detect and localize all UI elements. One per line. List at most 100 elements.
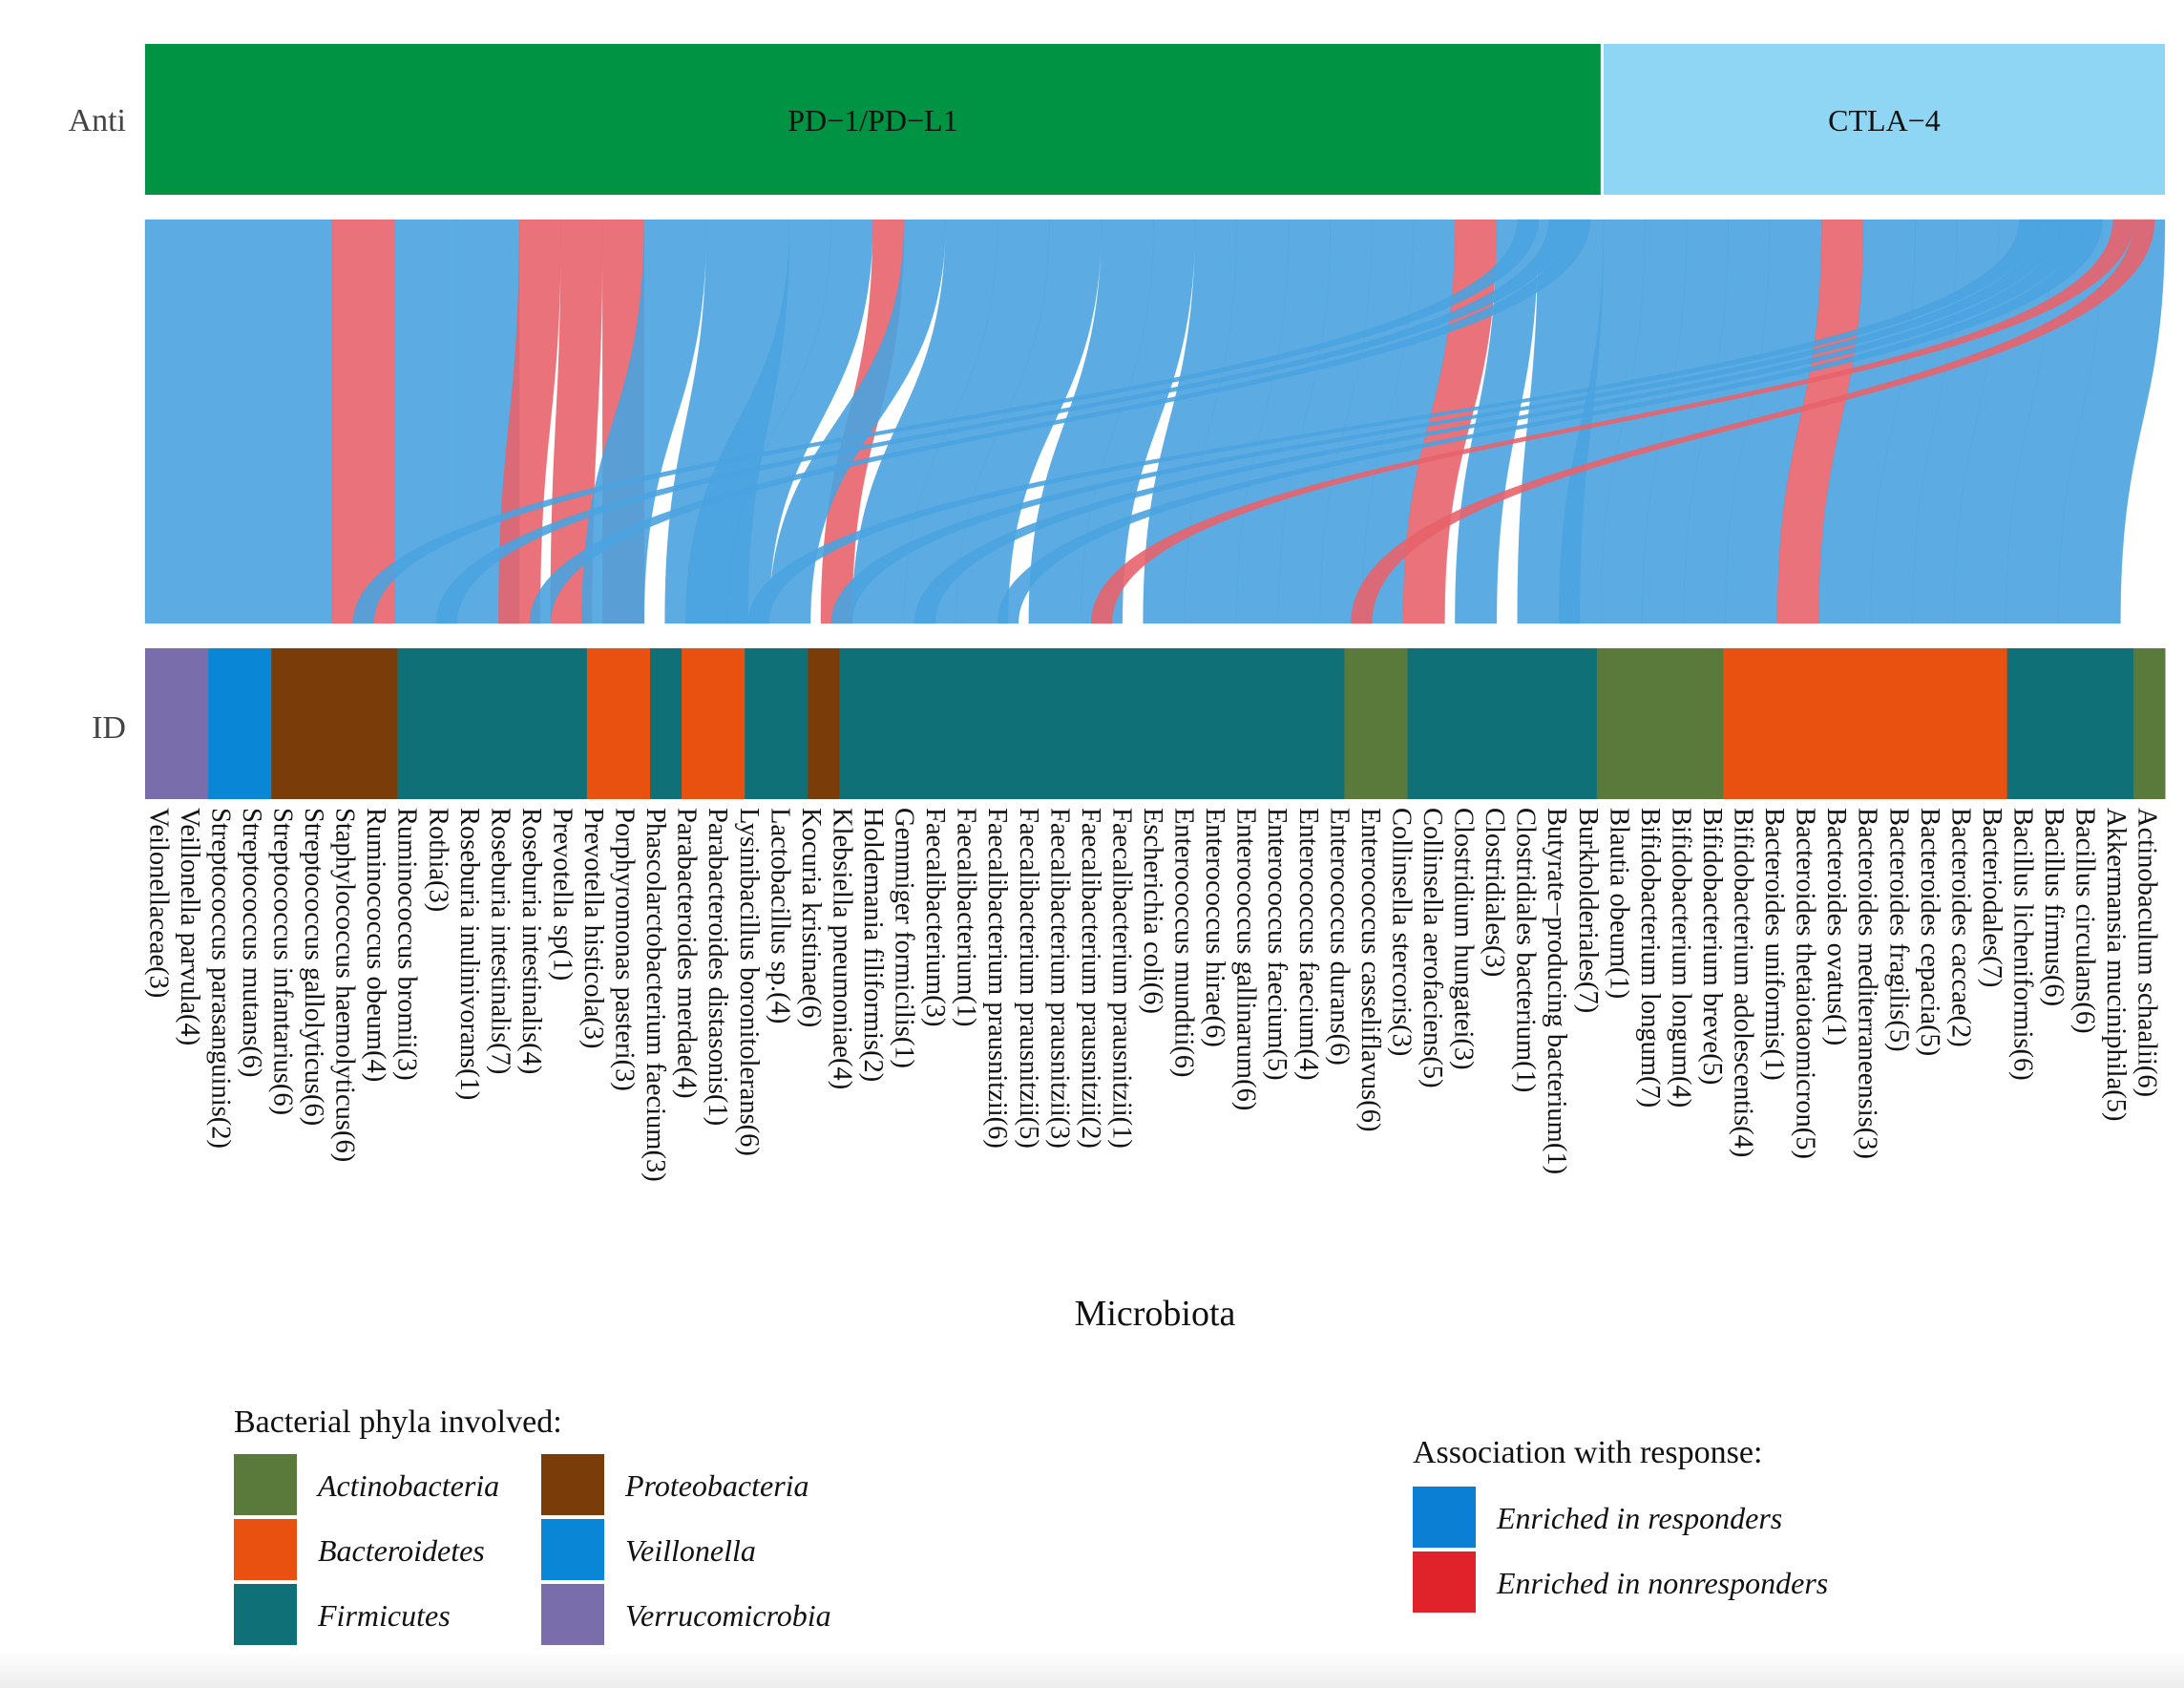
id-stratum-10 [1344, 648, 1408, 799]
tick-label: Parabacteroides merdae(4) [672, 808, 702, 1099]
legend-phyla-label-3: Proteobacteria [624, 1468, 809, 1503]
tick-label: Streptococcus mutans(6) [237, 808, 266, 1078]
tick-label: Bifidobacterium breve(5) [1697, 808, 1727, 1085]
tick-label: Prevotella sp(1) [547, 808, 577, 981]
tick-label: Escherichia coli(6) [1138, 808, 1167, 1014]
tick-label: Clostridiales(3) [1480, 808, 1509, 977]
tick-label: Enterococcus hirae(6) [1200, 808, 1229, 1047]
tick-label: Roseburia intestinalis(7) [485, 808, 514, 1074]
legend-phyla-swatch-2 [234, 1584, 297, 1645]
legend-phyla-label-5: Verrucomicrobia [625, 1598, 831, 1633]
microbiota-tick-labels: Veilonellaceae(3) Veillonella parvula(4) S… [143, 808, 2161, 1182]
flow-1 [331, 219, 395, 624]
id-stratum-5 [650, 648, 682, 799]
tick-label: Gemmiger formicilis(1) [890, 808, 919, 1068]
tick-label: Holdemania filiformis(2) [858, 808, 888, 1082]
bottom-shadow [0, 1650, 2184, 1688]
tick-label: Streptococcus gallolyticus(6) [299, 808, 328, 1126]
tick-label: Staphylococcus haemolyticus(6) [330, 808, 360, 1162]
tick-label: Faecalibacterium(1) [952, 808, 981, 1026]
flow-44 [914, 219, 2083, 624]
tick-label: Bacteroides thetaiotaomicron(5) [1791, 808, 1820, 1159]
tick-label: Faecalibacterium(3) [920, 808, 950, 1026]
tick-label: Butyrate−producing bacterium(1) [1542, 808, 1571, 1174]
tick-label: Clostridiales bacterium(1) [1511, 808, 1541, 1092]
anti-stratum-0 [145, 44, 1601, 195]
tick-label: Akkermansia muciniphila(5) [2101, 808, 2131, 1121]
legend-response-swatch-0 [1413, 1487, 1476, 1548]
legend-phyla-swatch-5 [541, 1584, 604, 1645]
tick-label: Bifidobacterium adolescentis(4) [1729, 808, 1758, 1157]
id-strata [145, 648, 2166, 799]
id-stratum-9 [839, 648, 1345, 799]
tick-label: Blautia obeum(1) [1604, 808, 1633, 999]
flow-43 [830, 219, 2062, 624]
tick-label: Bacteriodales(7) [1977, 808, 2006, 987]
tick-label: Klebsiella pneumoniae(4) [827, 808, 856, 1089]
tick-label: Roseburia inulinivorans(1) [454, 808, 484, 1100]
legend-phyla-label-0: Actinobacteria [316, 1468, 499, 1503]
legend-response: Association with response: Enriched in r… [1413, 1435, 1828, 1613]
tick-label: Phascolarctobacterium faecium(3) [640, 808, 670, 1182]
tick-label: Porphyromonas pasteri(3) [610, 808, 640, 1091]
tick-label: Rothia(3) [423, 808, 452, 912]
tick-label: Faecalibacterium prausnitzii(2) [1076, 808, 1105, 1149]
legend-response-title: Association with response: [1413, 1435, 1762, 1470]
tick-label: Lysinibacillus boronitolerans(6) [734, 808, 764, 1156]
legend-phyla-label-1: Bacteroidetes [318, 1533, 485, 1568]
anti-axis-label: Anti [69, 103, 126, 138]
legend-phyla-label-4: Veillonella [625, 1533, 756, 1568]
flows [144, 219, 2166, 624]
id-stratum-0 [145, 648, 209, 799]
id-stratum-11 [1407, 648, 1598, 799]
flow-12 [768, 219, 946, 624]
tick-label: Bacteroides fragilis(5) [1883, 808, 1913, 1052]
id-stratum-8 [808, 648, 840, 799]
id-stratum-6 [682, 648, 746, 799]
tick-label: Clostridium hungatei(3) [1449, 808, 1479, 1070]
legend-response-label-1: Enriched in nonresponders [1496, 1566, 1828, 1600]
legend-phyla-swatch-4 [541, 1519, 604, 1580]
tick-label: Prevotella histicola(3) [578, 808, 608, 1048]
tick-label: Kocuria kristinae(6) [796, 808, 826, 1027]
flow-46 [1090, 219, 2134, 624]
legend-phyla-swatch-1 [234, 1519, 297, 1580]
tick-label: Enterococcus faecium(5) [1262, 808, 1292, 1081]
tick-label: Ruminococcus obeum(4) [361, 808, 390, 1082]
tick-label: Parabacteroides distasonis(1) [703, 808, 732, 1126]
tick-label: Faecalibacterium prausnitzii(3) [1044, 808, 1074, 1149]
id-stratum-13 [1723, 648, 2008, 799]
id-stratum-4 [586, 648, 651, 799]
id-axis-label: ID [92, 710, 126, 746]
anti-strata: PD−1/PD−L1 CTLA−4 [145, 44, 2165, 195]
tick-label: Actinobaculum schaalii(6) [2132, 808, 2162, 1097]
tick-label: Faecalibacterium prausnitzii(6) [982, 808, 1012, 1149]
id-stratum-15 [2132, 648, 2166, 799]
tick-label: Enterococcus casseliflavus(6) [1355, 808, 1385, 1131]
flow-47 [1351, 219, 2155, 624]
legend-response-swatch-1 [1413, 1551, 1476, 1613]
legend-response-label-0: Enriched in responders [1496, 1501, 1782, 1535]
flow-7 [581, 219, 707, 624]
flow-0 [144, 219, 333, 624]
tick-label: Veillonella parvula(4) [175, 808, 204, 1045]
tick-label: Bacteroides cepacia(5) [1915, 808, 1944, 1056]
flow-45 [997, 219, 2103, 624]
legend-phyla-label-2: Firmicutes [317, 1598, 451, 1633]
tick-label: Enterococcus gallinarum(6) [1231, 808, 1261, 1110]
tick-label: Bifidobacterium longum(4) [1666, 808, 1695, 1108]
tick-label: Bacteroides mediterraneensis(3) [1853, 808, 1882, 1159]
tick-label: Enterococcus faecium(4) [1293, 808, 1323, 1081]
flow-28 [435, 219, 1570, 624]
tick-label: Collinsella stercoris(3) [1386, 808, 1416, 1056]
anti-stratum-label-0: PD−1/PD−L1 [788, 103, 957, 137]
tick-label: Bacillus licheniformis(6) [2008, 808, 2038, 1081]
id-stratum-3 [397, 648, 588, 799]
tick-label: Bacteroides ovatus(1) [1821, 808, 1851, 1045]
tick-label: Faecalibacterium prausnitzii(5) [1014, 808, 1043, 1149]
anti-stratum-1 [1603, 44, 2165, 195]
id-stratum-12 [1596, 648, 1724, 799]
flow-17 [1080, 219, 1196, 624]
flow-29 [529, 219, 1591, 624]
